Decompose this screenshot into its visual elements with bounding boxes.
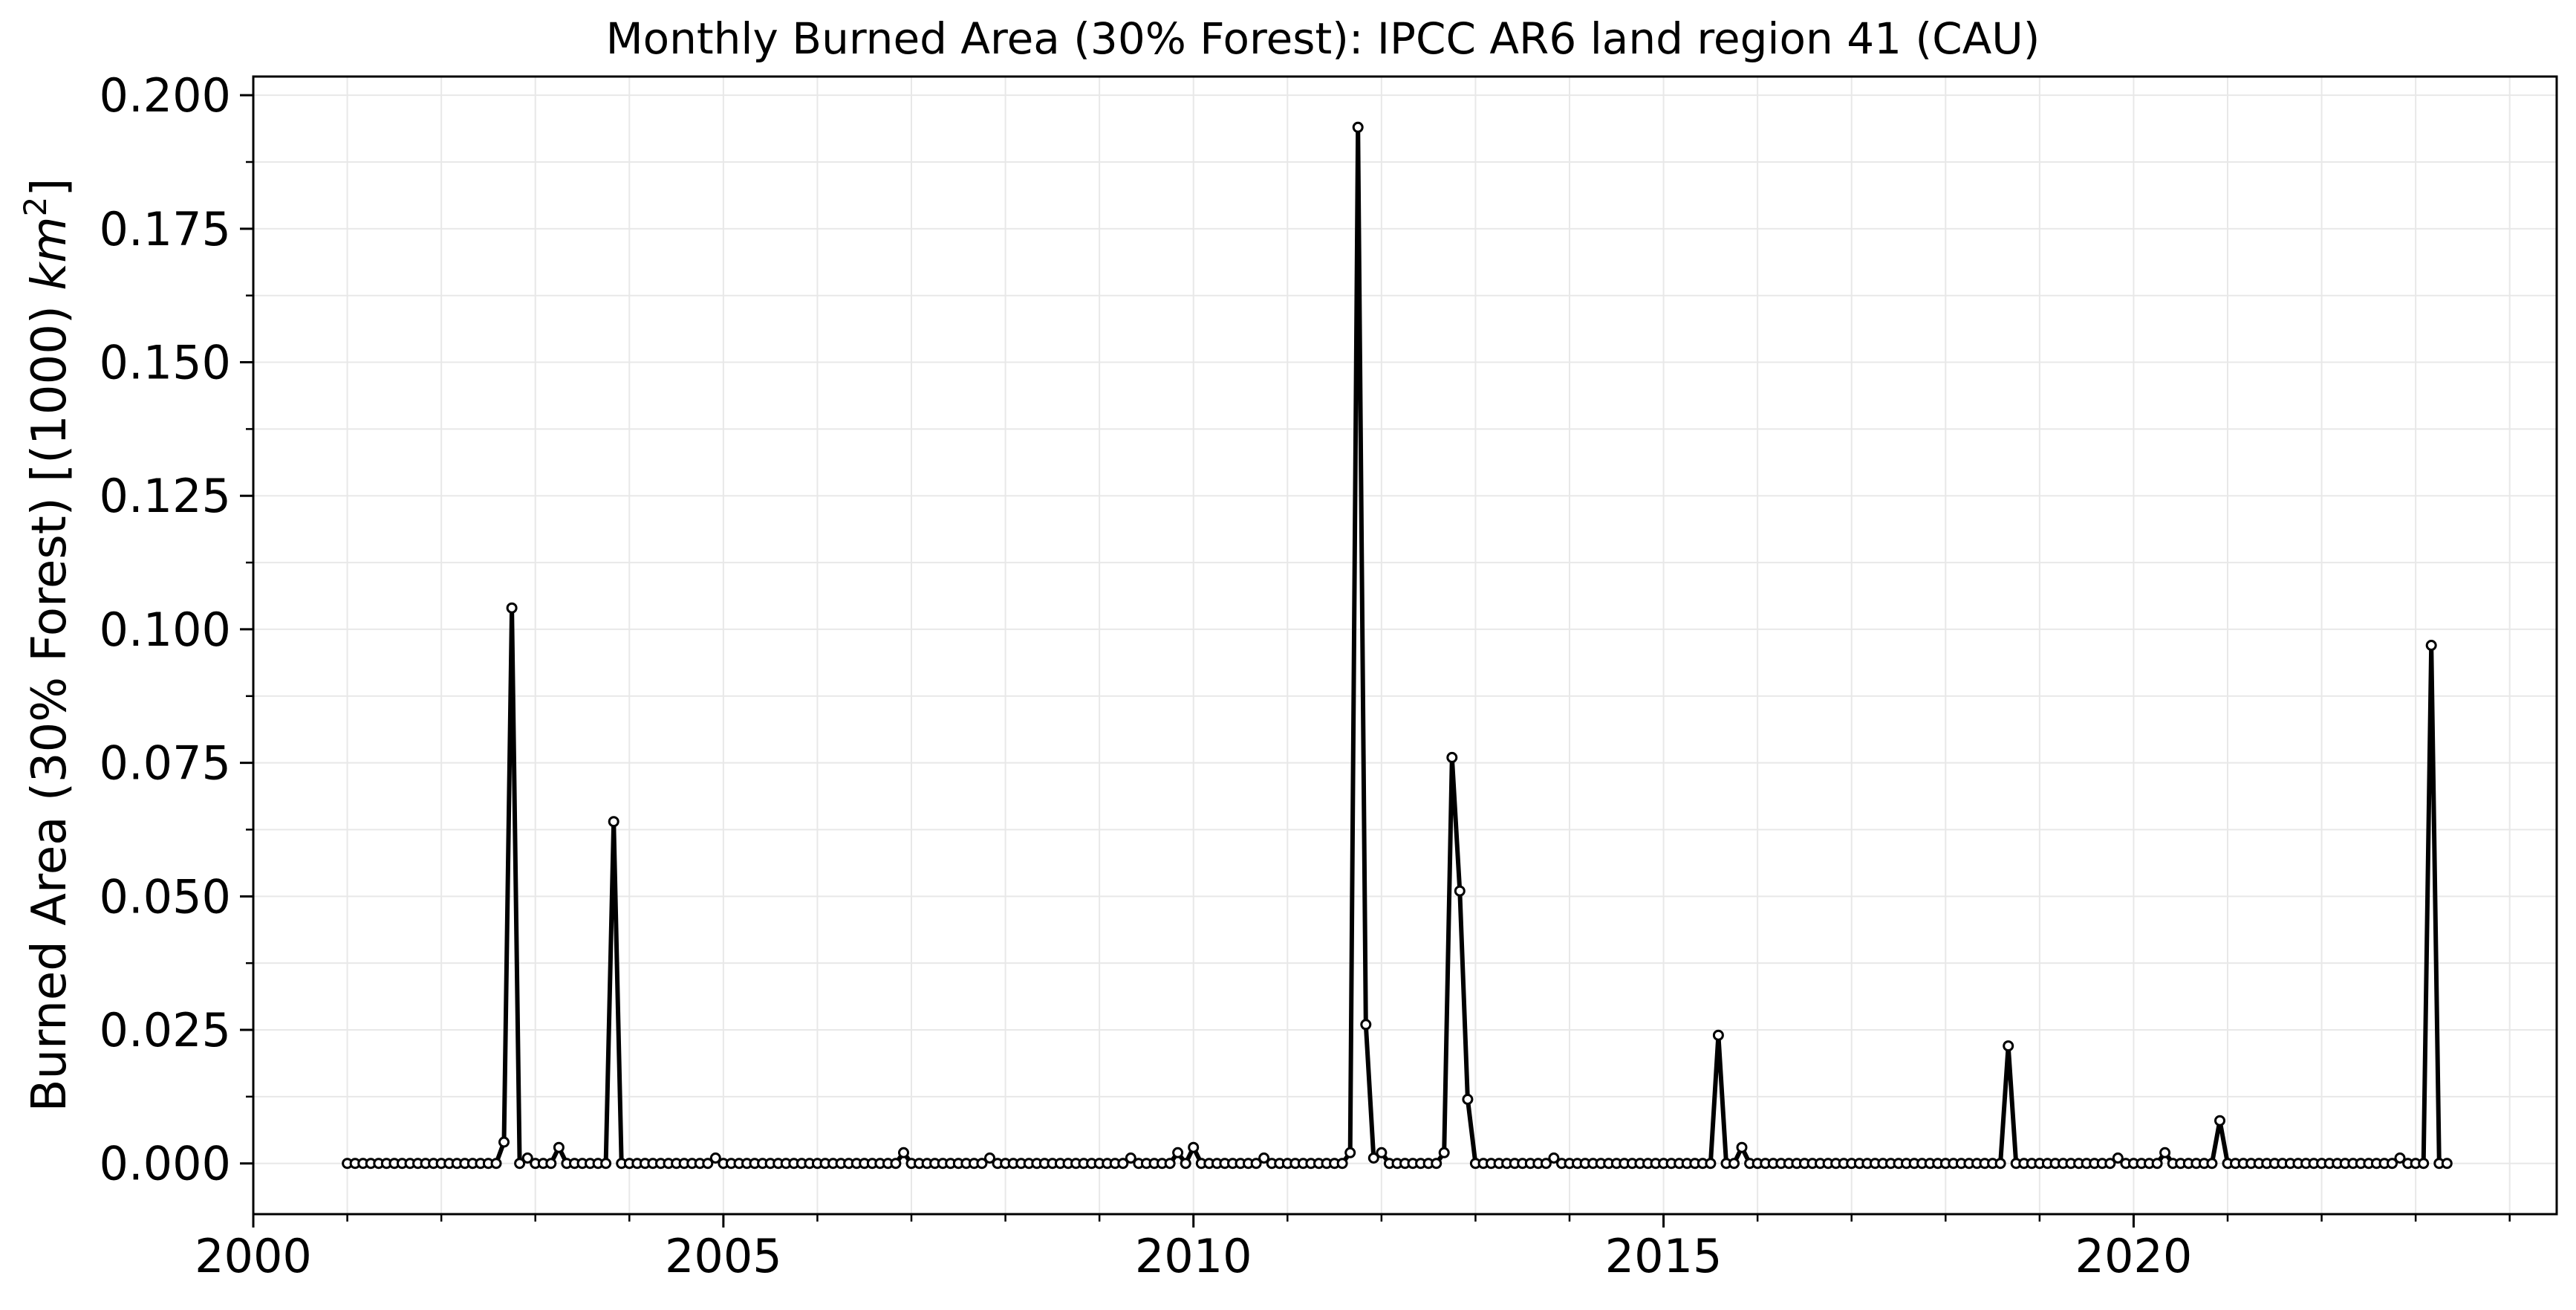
plot-area-frame <box>252 75 2558 1216</box>
data-point <box>1548 1152 1560 1164</box>
y-tick-label: 0.200 <box>100 68 232 123</box>
data-point <box>2003 1040 2014 1052</box>
data-point <box>1344 1147 1356 1158</box>
chart-title: Monthly Burned Area (30% Forest): IPCC A… <box>606 13 2040 64</box>
data-point <box>514 1158 526 1170</box>
data-point <box>1462 1094 1474 1105</box>
data-point <box>506 602 518 614</box>
data-point <box>2214 1115 2225 1126</box>
y-tick-label: 0.125 <box>100 469 232 523</box>
data-point <box>2112 1152 2124 1164</box>
data-point <box>2387 1158 2398 1170</box>
data-point <box>490 1158 502 1170</box>
data-point <box>1712 1029 1724 1041</box>
series-line <box>347 125 2447 1166</box>
y-axis: 0.000 0.025 0.050 0.075 0.100 0.125 0.150 0.175… <box>100 68 253 1191</box>
data-point <box>2206 1158 2218 1170</box>
data-point <box>1736 1141 1748 1153</box>
data-point <box>1172 1147 1184 1158</box>
x-axis: 2000 2005 2010 2015 2020 <box>195 1214 2511 1283</box>
data-point <box>1994 1158 2006 1170</box>
data-point <box>898 1147 909 1158</box>
data-point <box>1188 1141 1200 1153</box>
data-point <box>2425 640 2437 651</box>
y-axis-label-close: ] <box>22 178 77 197</box>
data-point <box>1446 751 1458 763</box>
data-point <box>976 1158 988 1170</box>
data-point <box>1728 1158 1740 1170</box>
y-tick-label: 0.175 <box>100 202 232 256</box>
data-point <box>702 1158 714 1170</box>
data-point <box>2159 1147 2171 1158</box>
data-point <box>498 1136 510 1148</box>
data-point <box>600 1158 612 1170</box>
data-point <box>1164 1158 1176 1170</box>
data-point <box>1540 1158 1552 1170</box>
y-tick-label: 0.050 <box>100 869 232 924</box>
x-tick-label: 2010 <box>1135 1229 1252 1283</box>
data-point <box>1180 1158 1191 1170</box>
x-tick-label: 2000 <box>195 1229 312 1283</box>
data-point <box>2104 1158 2116 1170</box>
data-point <box>521 1152 533 1164</box>
y-axis-label-unit: km <box>22 216 77 290</box>
y-axis-label-superscript: 2 <box>17 197 53 217</box>
data-point <box>890 1158 902 1170</box>
data-point <box>1376 1147 1388 1158</box>
data-point <box>553 1141 565 1153</box>
y-tick-label: 0.000 <box>100 1137 232 1191</box>
grid-lines <box>253 77 2557 1214</box>
data-point <box>1117 1158 1129 1170</box>
data-point <box>1438 1147 1450 1158</box>
data-point <box>608 816 619 828</box>
data-point <box>2441 1158 2453 1170</box>
data-point <box>1336 1158 1348 1170</box>
data-point <box>1125 1152 1136 1164</box>
y-tick-label: 0.075 <box>100 736 232 791</box>
data-point <box>1258 1152 1270 1164</box>
y-axis-label-text: Burned Area (30% Forest) [(1000) <box>22 291 77 1112</box>
y-tick-label: 0.025 <box>100 1003 232 1057</box>
data-point <box>2394 1152 2406 1164</box>
data-point <box>984 1152 995 1164</box>
data-point <box>1454 885 1466 897</box>
data-point <box>2151 1158 2163 1170</box>
y-tick-label: 0.100 <box>100 603 232 657</box>
y-axis-label: Burned Area (30% Forest) [(1000) km2] <box>17 178 77 1112</box>
data-point <box>1250 1158 1262 1170</box>
x-tick-label: 2015 <box>1605 1229 1723 1283</box>
data-point <box>1352 121 1364 133</box>
data-point <box>1367 1152 1379 1164</box>
y-tick-label: 0.150 <box>100 336 232 390</box>
data-point <box>2418 1158 2430 1170</box>
data-point <box>1705 1158 1717 1170</box>
data-point <box>1360 1019 1372 1031</box>
data-series <box>342 121 2453 1170</box>
data-point <box>1431 1158 1443 1170</box>
data-point <box>709 1152 721 1164</box>
x-tick-label: 2005 <box>665 1229 782 1283</box>
x-tick-label: 2020 <box>2075 1229 2193 1283</box>
data-point <box>545 1158 557 1170</box>
